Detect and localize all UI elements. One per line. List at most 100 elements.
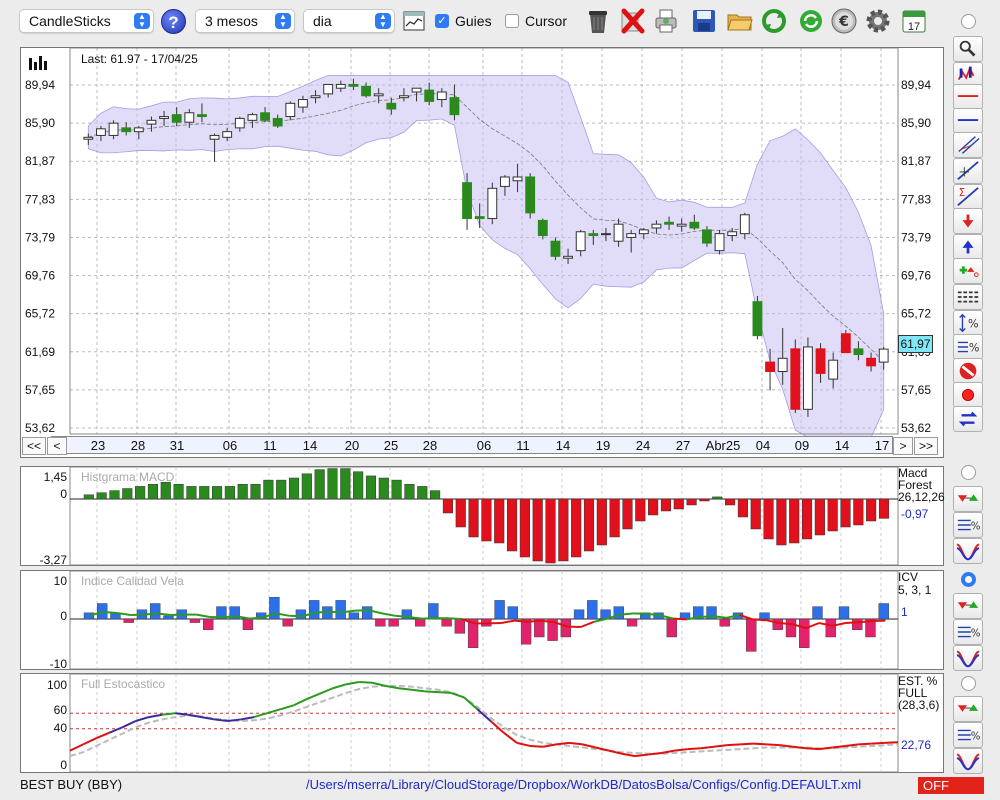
icv-signal-line bbox=[514, 619, 528, 623]
icv-signal-line bbox=[686, 616, 701, 621]
stop-button[interactable] bbox=[953, 358, 983, 384]
icv-signal-line bbox=[408, 616, 422, 620]
candle bbox=[108, 120, 119, 140]
panel-select-radio-macd[interactable] bbox=[961, 465, 976, 480]
help-button[interactable]: ? bbox=[161, 9, 186, 34]
down-arrow-button[interactable] bbox=[953, 208, 983, 234]
printer-icon[interactable] bbox=[652, 7, 680, 35]
price-chart-icon[interactable] bbox=[403, 11, 425, 31]
stoch-title: Full Estocastico bbox=[81, 677, 166, 691]
save-disk-icon[interactable] bbox=[690, 7, 718, 35]
euro-icon[interactable]: € bbox=[830, 7, 858, 35]
stoch-chart[interactable] bbox=[21, 674, 943, 772]
stoch-k-line bbox=[805, 747, 820, 751]
fibonacci-button[interactable]: Σ bbox=[953, 184, 983, 210]
histogram-bar bbox=[378, 477, 389, 500]
histogram-bar bbox=[878, 603, 889, 620]
date-label: 19 bbox=[595, 438, 611, 453]
stoch-k-line bbox=[424, 690, 439, 694]
histogram-bar bbox=[801, 498, 813, 540]
trash-icon[interactable] bbox=[584, 7, 612, 35]
percent-range-button[interactable]: % bbox=[953, 310, 983, 336]
macd-chart[interactable] bbox=[21, 467, 943, 565]
stoch-panel: Full Estocastico 100 60 40 0 EST. % FULL… bbox=[20, 673, 944, 773]
panel-select-radio-icv[interactable] bbox=[961, 572, 976, 587]
stoch-k-line bbox=[727, 743, 741, 747]
histogram-bar bbox=[494, 498, 505, 544]
histogram-bar bbox=[229, 606, 240, 620]
indicator-color-arrows-button[interactable] bbox=[953, 486, 983, 512]
period-select[interactable]: 3 mesos ▲ ▼ bbox=[195, 9, 295, 33]
icv-current-value: 1 bbox=[901, 605, 908, 619]
icv-signal-line bbox=[275, 612, 290, 617]
indicator-settings-icon: % bbox=[957, 729, 981, 743]
nav-first-button[interactable]: << bbox=[22, 437, 46, 455]
date-label: 24 bbox=[635, 438, 651, 453]
histogram-bar bbox=[335, 600, 346, 620]
delete-red-x-icon[interactable] bbox=[618, 7, 646, 35]
icv-chart[interactable] bbox=[21, 571, 943, 669]
icv-signal-line bbox=[765, 619, 780, 624]
icv-signal-line bbox=[805, 622, 820, 630]
histogram-bar bbox=[573, 609, 585, 620]
candle bbox=[222, 127, 233, 142]
indicator-color-arrows-button[interactable] bbox=[953, 696, 983, 722]
chart-type-select[interactable]: CandleSticks ▲ ▼ bbox=[19, 9, 154, 33]
panel-select-radio-main[interactable] bbox=[961, 14, 976, 29]
interval-select[interactable]: dia ▲ ▼ bbox=[303, 9, 395, 33]
guies-checkbox[interactable]: ✓ bbox=[435, 14, 449, 28]
icv-signal-line bbox=[593, 617, 608, 623]
refresh-icon[interactable] bbox=[760, 7, 788, 35]
candle bbox=[310, 90, 321, 104]
histogram-bar bbox=[467, 618, 479, 648]
hline-blue-button[interactable] bbox=[953, 108, 983, 134]
histogram-bar bbox=[109, 490, 120, 500]
histogram-bar bbox=[348, 612, 360, 620]
channel-button[interactable] bbox=[953, 132, 983, 158]
indicator-curve-button[interactable] bbox=[953, 538, 983, 564]
cursor-checkbox[interactable] bbox=[505, 14, 519, 28]
nav-last-button[interactable]: >> bbox=[914, 437, 938, 455]
record-button[interactable] bbox=[953, 382, 983, 408]
histogram-bar bbox=[746, 618, 757, 652]
stoch-k-line bbox=[858, 742, 872, 746]
candle bbox=[234, 116, 245, 132]
panel-select-radio-stoch[interactable] bbox=[961, 676, 976, 691]
hline-red-button[interactable] bbox=[953, 84, 983, 110]
off-indicator[interactable]: OFF bbox=[918, 777, 984, 794]
histogram-bar bbox=[375, 618, 386, 627]
nav-prev-button[interactable]: < bbox=[47, 437, 67, 455]
up-arrow-button[interactable] bbox=[953, 234, 983, 260]
stoch-k-line bbox=[450, 691, 465, 699]
trendline-button[interactable] bbox=[953, 158, 983, 184]
swap-button[interactable] bbox=[953, 406, 983, 432]
icv-signal-line bbox=[832, 622, 846, 627]
candle bbox=[399, 88, 409, 102]
chart-type-value: CandleSticks bbox=[29, 13, 111, 29]
open-folder-icon[interactable] bbox=[726, 7, 754, 35]
config-path[interactable]: /Users/mserra/Library/CloudStorage/Dropb… bbox=[306, 777, 862, 792]
date-label: 11 bbox=[516, 438, 530, 453]
add-marker-button[interactable] bbox=[953, 258, 983, 284]
candle bbox=[96, 125, 106, 142]
candle bbox=[386, 97, 397, 115]
channel-icon bbox=[958, 136, 980, 154]
date-label: 17 bbox=[874, 438, 890, 453]
indicator-color-arrows-button[interactable] bbox=[953, 593, 983, 619]
zoom-button[interactable] bbox=[953, 36, 983, 62]
date-scroll-bar[interactable]: 23 28 31 06 11 14 20 25 28 06 11 14 19 24 27 Abr25 04 09 1… bbox=[51, 436, 893, 454]
indicator-settings-button[interactable]: % bbox=[953, 619, 983, 645]
levels-button[interactable] bbox=[953, 284, 983, 310]
indicator-settings-button[interactable]: % bbox=[953, 512, 983, 538]
zoom-icon bbox=[959, 40, 976, 57]
indicator-settings-button[interactable]: % bbox=[953, 722, 983, 748]
indicator-curve-button[interactable] bbox=[953, 748, 983, 774]
percent-lines-button[interactable]: % bbox=[953, 334, 983, 360]
nav-next-button[interactable]: > bbox=[893, 437, 913, 455]
recycle-icon[interactable] bbox=[797, 7, 825, 35]
indicator-curve-button[interactable] bbox=[953, 645, 983, 671]
price-chart[interactable]: 89,94 85,90 81,87 77,83 73,79 69,76 65,72 61,69… bbox=[21, 48, 943, 457]
gear-icon[interactable] bbox=[864, 7, 892, 35]
toolbar: CandleSticks ▲ ▼ ? 3 mesos ▲ ▼ dia ▲ ▼ ✓ Gu… bbox=[0, 0, 1000, 42]
calendar-icon[interactable]: 17 bbox=[900, 7, 928, 35]
